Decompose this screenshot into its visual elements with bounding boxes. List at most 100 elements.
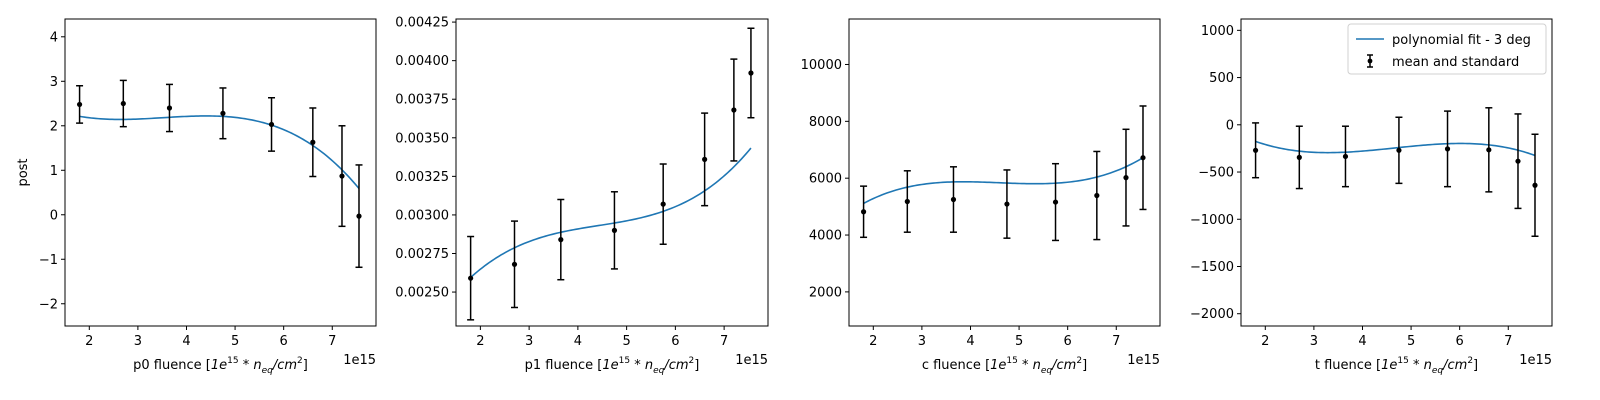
- legend-points-label: mean and standard: [1392, 55, 1519, 70]
- data-point: [1396, 147, 1402, 153]
- y-tick-label: 10000: [801, 58, 842, 73]
- y-axis-label: post: [16, 158, 31, 186]
- data-point: [660, 201, 666, 207]
- data-point: [339, 173, 345, 179]
- y-tick-label: 500: [1209, 71, 1234, 86]
- axes-frame: [1240, 18, 1553, 327]
- data-point: [1094, 192, 1100, 199]
- data-point: [1140, 155, 1146, 161]
- x-axis-label: p1 fluence [1e15 * neq/cm2]: [525, 356, 700, 376]
- x-tick-label: 2: [1261, 334, 1269, 349]
- y-tick-label: −2000: [1190, 307, 1234, 322]
- y-tick-label: 0.00400: [395, 54, 449, 69]
- y-tick-label: 2000: [809, 285, 842, 300]
- fit-line: [1255, 140, 1536, 157]
- x-tick-label: 4: [182, 334, 190, 349]
- x-offset-label: 1e15: [1127, 353, 1160, 368]
- data-point: [950, 196, 957, 203]
- fit-line: [470, 147, 752, 279]
- subplot-3: 2 3 4 5 6 7 2000 4000 6000 8000 10000 1e15 c fluence…: [801, 18, 1161, 376]
- y-tick-label: 0.00250: [395, 286, 449, 301]
- data-point: [468, 275, 474, 281]
- x-tick-label: 7: [720, 334, 728, 349]
- y-tick-label: −1: [39, 253, 58, 268]
- y-tick-label: 0: [1226, 118, 1234, 133]
- x-offset-label: 1e15: [1519, 353, 1552, 368]
- x-axis-label: t fluence [1e15 * neq/cm2]: [1315, 356, 1478, 376]
- y-tick-label: 0.00375: [395, 93, 449, 108]
- y-tick-label: 1000: [1201, 24, 1234, 39]
- x-tick-label: 7: [1112, 334, 1120, 349]
- data-point: [1515, 158, 1521, 164]
- x-tick-label: 3: [1310, 334, 1318, 349]
- y-tick-label: −1000: [1190, 213, 1234, 228]
- y-tick-label: −2: [39, 297, 58, 312]
- data-point: [268, 121, 275, 128]
- x-tick-label: 6: [280, 334, 288, 349]
- x-tick-label: 3: [918, 334, 926, 349]
- data-point: [1532, 182, 1538, 188]
- data-point: [310, 139, 316, 145]
- x-tick-label: 4: [574, 334, 582, 349]
- y-tick-label: 4000: [809, 229, 842, 244]
- x-tick-label: 2: [869, 334, 877, 349]
- data-point: [220, 110, 226, 116]
- data-point: [1444, 146, 1451, 152]
- axes-frame: [848, 18, 1161, 327]
- data-point: [1296, 154, 1302, 160]
- axes-frame: [455, 18, 769, 327]
- x-offset-label: 1e15: [343, 353, 376, 368]
- x-tick-label: 4: [966, 334, 974, 349]
- data-point: [702, 156, 708, 162]
- y-tick-label: 0.00275: [395, 247, 449, 262]
- x-tick-label: 6: [671, 334, 679, 349]
- data-point: [1004, 201, 1010, 207]
- data-point: [511, 261, 518, 267]
- data-point: [731, 107, 737, 113]
- y-tick-label: 6000: [809, 172, 842, 187]
- x-offset-label: 1e15: [735, 353, 768, 368]
- x-tick-label: 7: [328, 334, 336, 349]
- y-tick-label: 4: [50, 30, 58, 45]
- y-tick-label: 8000: [809, 115, 842, 130]
- subplot-2: 2 3 4 5 6 7 0.00250 0.00275 0.00300 0.00325 0.0035…: [395, 16, 769, 376]
- data-point: [1123, 175, 1129, 181]
- x-tick-label: 5: [1015, 334, 1023, 349]
- x-tick-label: 5: [1407, 334, 1415, 349]
- data-point: [356, 213, 362, 219]
- data-point: [166, 105, 173, 111]
- data-point: [748, 70, 754, 76]
- legend-errorbar-icon: [1367, 54, 1373, 68]
- x-tick-label: 7: [1504, 334, 1512, 349]
- fit-line: [863, 156, 1144, 205]
- data-point: [1252, 147, 1259, 153]
- y-tick-label: 2: [50, 119, 58, 134]
- data-point: [611, 227, 618, 233]
- data-point: [558, 237, 564, 243]
- x-tick-label: 2: [85, 334, 93, 349]
- y-tick-label: 0.00425: [395, 16, 449, 31]
- x-tick-label: 6: [1064, 334, 1072, 349]
- y-tick-label: 0: [50, 208, 58, 223]
- x-tick-label: 2: [476, 334, 484, 349]
- legend: polynomial fit - 3 deg mean and standard: [1347, 23, 1547, 75]
- legend-fit-label: polynomial fit - 3 deg: [1392, 33, 1531, 48]
- y-tick-label: 3: [50, 75, 58, 90]
- data-point: [1052, 199, 1059, 205]
- x-tick-label: 3: [134, 334, 142, 349]
- y-tick-label: 0.00300: [395, 208, 449, 223]
- y-tick-label: −500: [1198, 166, 1234, 181]
- y-tick-label: 0.00325: [395, 170, 449, 185]
- axes-frame: [64, 18, 377, 327]
- y-tick-label: 0.00350: [395, 131, 449, 146]
- data-point: [1342, 153, 1349, 160]
- subplot-1: 2 3 4 5 6 7 −2 −1 0 1 2 3 4 1e15 p0 fluence [1e15 * ne…: [16, 18, 377, 376]
- data-point: [76, 101, 83, 108]
- x-axis-label: p0 fluence [1e15 * neq/cm2]: [133, 356, 308, 376]
- data-point: [860, 209, 867, 215]
- data-point: [120, 100, 126, 107]
- data-point: [1486, 147, 1492, 153]
- y-tick-label: −1500: [1190, 260, 1234, 275]
- x-tick-label: 5: [622, 334, 630, 349]
